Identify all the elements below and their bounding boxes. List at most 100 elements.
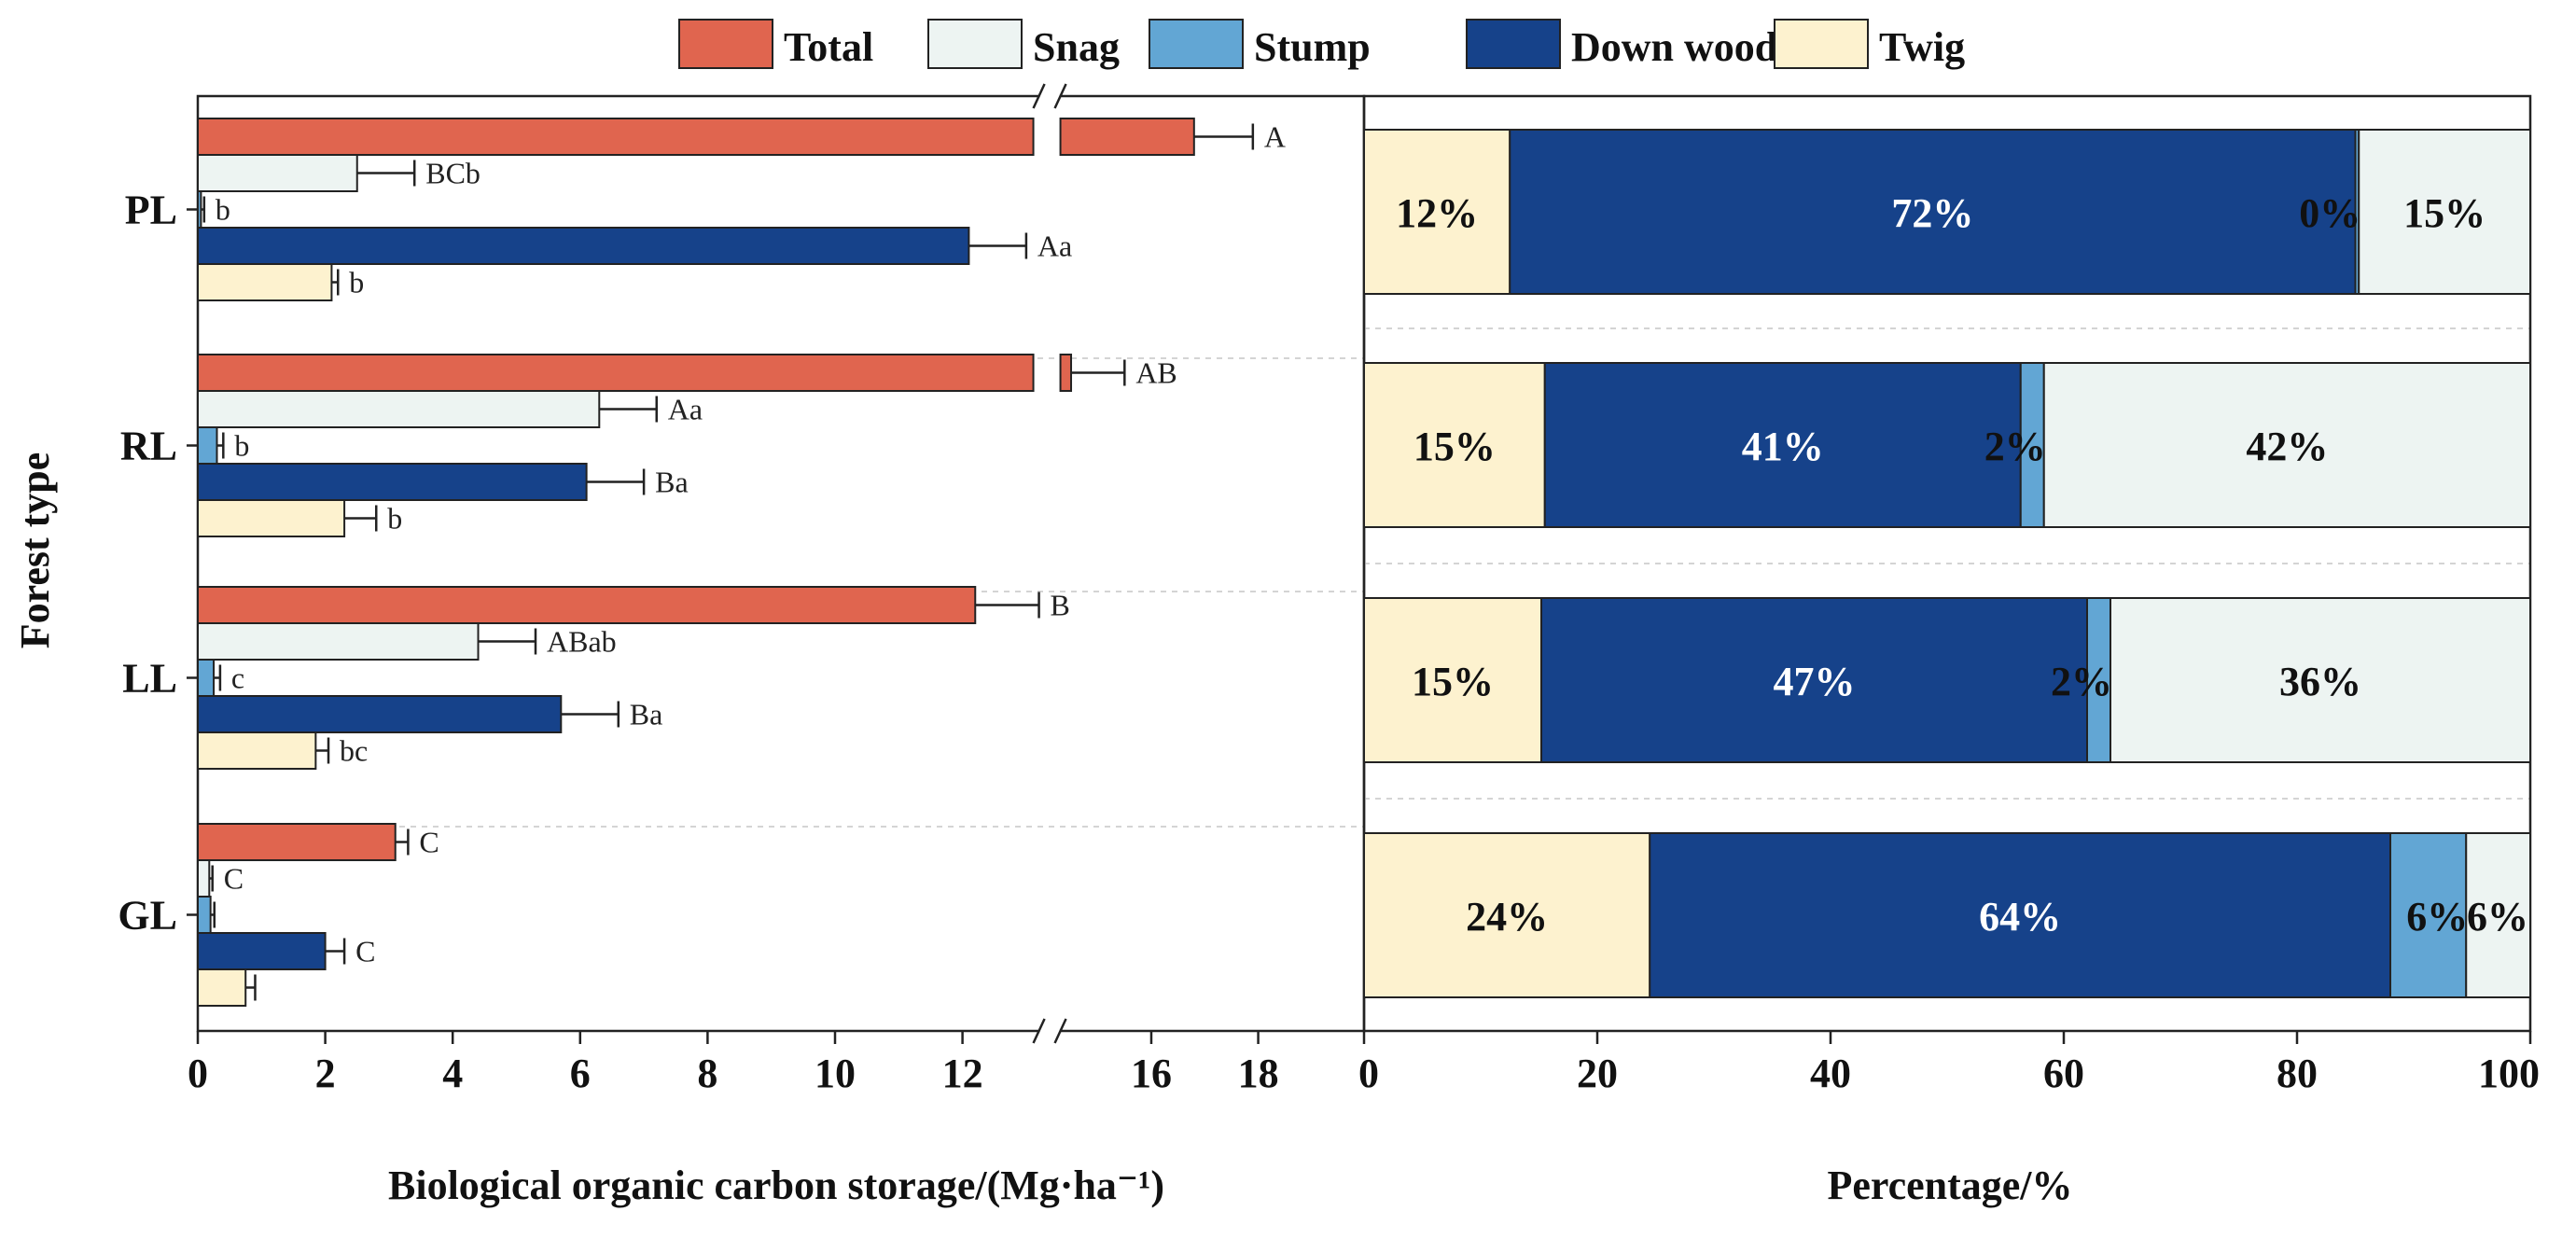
percent-label-snag-pl: 15%	[2403, 190, 2485, 236]
legend-swatch-snag	[927, 19, 1023, 69]
bar-stump-ll	[197, 659, 216, 697]
significance-label-snag-ll: ABab	[547, 625, 617, 659]
x-tick-label: 0	[1358, 1051, 1379, 1096]
axis-break-mark	[1032, 1018, 1046, 1044]
bar-snag-ll	[197, 622, 480, 661]
stacked-segment-down-wood-rl	[1543, 362, 2022, 528]
significance-label-twig-rl: b	[387, 502, 402, 536]
category-label-rl: RL	[120, 424, 177, 469]
stacked-segment-snag-gl	[2465, 832, 2531, 998]
legend-swatch-twig	[1774, 19, 1869, 69]
axis-break-mark	[1053, 83, 1067, 109]
bar-total-pl-continued	[1059, 118, 1195, 156]
significance-label-snag-gl: C	[224, 862, 244, 896]
x-tick-label: 40	[1810, 1051, 1851, 1096]
percent-label-twig-ll: 15%	[1412, 659, 1494, 704]
x-tick-label: 18	[1238, 1051, 1279, 1096]
bar-total-rl	[197, 354, 1035, 392]
percent-label-twig-pl: 12%	[1396, 190, 1478, 236]
bar-stump-rl	[197, 426, 218, 465]
x-tick-label: 2	[315, 1051, 336, 1096]
x-tick-label: 80	[2277, 1051, 2318, 1096]
x-tick-label: 4	[442, 1051, 463, 1096]
x-tick-label: 100	[2478, 1051, 2540, 1096]
significance-label-down-wood-gl: C	[355, 935, 375, 968]
percent-label-down-wood-ll: 47%	[1774, 659, 1856, 704]
significance-label-total-pl: A	[1264, 120, 1286, 154]
bar-down-wood-pl	[197, 227, 970, 265]
percent-label-snag-rl: 42%	[2246, 424, 2328, 469]
stacked-segment-down-wood-gl	[1649, 832, 2391, 998]
legend-label-total: Total	[784, 24, 873, 70]
bar-twig-ll	[197, 731, 317, 770]
percent-label-down-wood-rl: 41%	[1742, 424, 1824, 469]
percent-label-stump-ll: 2%	[2051, 659, 2112, 704]
significance-label-stump-pl: b	[216, 193, 230, 227]
percent-label-twig-rl: 15%	[1413, 424, 1496, 469]
carbon-storage-panel: PL A BCb b Aa b RL AB Aa b Ba b LL B ABab c Ba bc GL C C C 0 2 4…	[118, 83, 1366, 1096]
legend: Total Snag Stump Down wood Twig	[678, 19, 1965, 70]
stacked-segment-down-wood-ll	[1540, 597, 2088, 763]
bar-snag-rl	[197, 390, 601, 428]
bar-total-pl	[197, 118, 1035, 156]
bar-down-wood-ll	[197, 695, 563, 733]
legend-label-down-wood: Down wood	[1571, 24, 1777, 70]
category-label-gl: GL	[118, 893, 177, 939]
stacked-segment-snag-ll	[2110, 597, 2531, 763]
percent-label-stump-pl: 0%	[2299, 190, 2360, 236]
percent-label-twig-gl: 24%	[1466, 894, 1548, 940]
x-tick-label: 6	[570, 1051, 591, 1096]
percent-label-snag-ll: 36%	[2279, 659, 2361, 704]
stacked-segment-stump-ll	[2086, 597, 2111, 763]
bar-twig-pl	[197, 263, 333, 301]
category-label-ll: LL	[122, 656, 177, 702]
x-tick-label: 20	[1577, 1051, 1618, 1096]
stacked-segment-stump-rl	[2019, 362, 2045, 528]
stacked-segment-twig-gl	[1363, 832, 1651, 998]
percent-label-snag-gl: 6%	[2467, 894, 2528, 940]
significance-label-total-ll: B	[1051, 589, 1070, 622]
significance-label-snag-rl: Aa	[668, 393, 703, 426]
significance-label-twig-ll: bc	[340, 734, 368, 768]
x-tick-label: 8	[697, 1051, 717, 1096]
stacked-segment-down-wood-pl	[1509, 129, 2357, 295]
legend-swatch-stump	[1149, 19, 1244, 69]
legend-swatch-down-wood	[1466, 19, 1561, 69]
percent-label-down-wood-gl: 64%	[1979, 894, 2061, 940]
bar-twig-rl	[197, 499, 346, 537]
significance-label-stump-rl: b	[234, 429, 249, 463]
significance-label-down-wood-pl: Aa	[1037, 230, 1072, 263]
x-tick-label: 60	[2043, 1051, 2084, 1096]
bar-down-wood-rl	[197, 463, 588, 501]
stacked-segment-twig-pl	[1363, 129, 1511, 295]
percent-label-down-wood-pl: 72%	[1891, 190, 1973, 236]
x-tick-label: 12	[942, 1051, 983, 1096]
legend-swatch-total	[678, 19, 773, 69]
significance-label-twig-pl: b	[349, 266, 364, 299]
significance-label-snag-pl: BCb	[425, 157, 480, 190]
bar-total-ll	[197, 586, 977, 624]
stacked-segment-snag-pl	[2358, 129, 2531, 295]
axis-break-mark	[1032, 83, 1046, 109]
bar-snag-pl	[197, 154, 358, 192]
bar-snag-gl	[197, 859, 211, 898]
bar-total-rl-continued	[1059, 354, 1073, 392]
stacked-segment-snag-rl	[2042, 362, 2531, 528]
plot-frame-right	[1362, 94, 2532, 1033]
significance-label-down-wood-rl: Ba	[655, 466, 689, 499]
significance-label-total-gl: C	[419, 826, 439, 859]
significance-label-total-rl: AB	[1135, 356, 1177, 390]
legend-label-stump: Stump	[1254, 24, 1371, 70]
x-axis-title-right: Percentage/%	[1827, 1162, 2072, 1208]
stacked-segment-twig-rl	[1363, 362, 1546, 528]
y-axis-title: Forest type	[12, 452, 58, 649]
x-axis-title-left: Biological organic carbon storage/(Mg·ha…	[388, 1162, 1164, 1208]
significance-label-down-wood-ll: Ba	[630, 698, 663, 731]
bar-stump-gl	[197, 896, 212, 934]
significance-label-stump-ll: c	[231, 661, 244, 695]
percentage-panel: 12% 72% 0% 15% 15% 41% 2% 42% 15% 47% 2% 36% 24% 64% 6…	[1358, 94, 2540, 1096]
axis-break-gap	[1039, 1018, 1060, 1044]
stacked-segment-twig-ll	[1363, 597, 1542, 763]
axis-break-mark	[1053, 1018, 1067, 1044]
